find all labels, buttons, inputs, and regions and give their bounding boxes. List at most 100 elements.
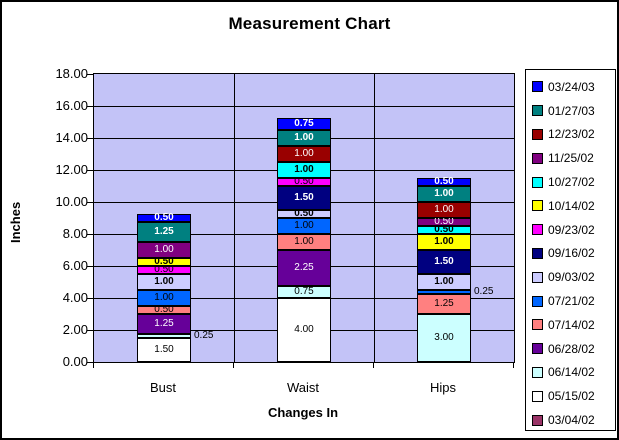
segment-value-label: 0.50: [154, 212, 174, 223]
legend-item[interactable]: 10/14/02: [532, 194, 615, 218]
bar-segment[interactable]: 1.00: [417, 202, 471, 218]
y-tick-label: 8.00: [62, 226, 88, 241]
legend-color-swatch: [532, 200, 543, 212]
legend-label: 09/23/02: [548, 222, 595, 237]
legend-item[interactable]: 09/16/02: [532, 242, 615, 266]
legend-label: 01/27/03: [548, 103, 595, 118]
legend-item[interactable]: 12/23/02: [532, 123, 615, 147]
bar-segment[interactable]: 1.00: [417, 274, 471, 290]
bar-segment[interactable]: 0.50: [137, 264, 191, 275]
legend-label: 09/03/02: [548, 270, 595, 285]
y-tick-mark: [87, 362, 93, 363]
y-tick-mark: [87, 138, 93, 139]
segment-value-label: 0.50: [434, 216, 454, 227]
segment-value-label: 1.00: [294, 132, 314, 143]
bar-segment[interactable]: [137, 334, 191, 338]
segment-value-label: 1.50: [434, 256, 454, 267]
y-tick-mark: [87, 298, 93, 299]
legend-item[interactable]: 09/23/02: [532, 218, 615, 242]
legend-item[interactable]: 07/14/02: [532, 313, 615, 337]
bar-segment[interactable]: 1.00: [417, 234, 471, 250]
bar-segment[interactable]: 1.00: [277, 234, 331, 250]
legend-item[interactable]: 03/04/02: [532, 408, 615, 432]
bar-segment[interactable]: 0.50: [277, 208, 331, 219]
x-tick-mark: [513, 363, 514, 368]
bar-segment[interactable]: 0.75: [277, 286, 331, 298]
bar-segment[interactable]: 1.00: [277, 146, 331, 162]
stacked-bar-bust: 1.50 1.25 0.50 1.00 1.00 0.50 0.50 1.00 1.25 0.50: [137, 74, 191, 362]
legend-item[interactable]: 06/28/02: [532, 337, 615, 361]
legend-item[interactable]: 09/03/02: [532, 265, 615, 289]
legend-item[interactable]: 07/21/02: [532, 289, 615, 313]
segment-value-label: 0.50: [434, 176, 454, 187]
y-tick-label: 12.00: [55, 162, 88, 177]
y-tick-label: 2.00: [62, 322, 88, 337]
bar-segment[interactable]: 1.50: [277, 186, 331, 210]
segment-value-label: 0.50: [154, 264, 174, 275]
bar-segment[interactable]: 1.00: [137, 242, 191, 258]
bar-segment[interactable]: 1.00: [417, 186, 471, 202]
segment-value-label: 0.50: [294, 208, 314, 219]
category-separator: [234, 74, 235, 362]
stacked-bar-waist: 4.00 0.75 2.25 1.00 1.00 0.50 1.50 0.50 1.00 1.00…: [277, 74, 331, 362]
bar-segment[interactable]: 3.00: [417, 314, 471, 362]
segment-value-label: 0.50: [434, 224, 454, 235]
y-tick-mark: [87, 330, 93, 331]
bar-segment[interactable]: 1.25: [417, 294, 471, 314]
bar-segment[interactable]: 0.50: [417, 216, 471, 227]
x-tick-mark: [373, 363, 374, 368]
legend-label: 07/14/02: [548, 317, 595, 332]
legend-item[interactable]: 03/24/03: [532, 75, 615, 99]
bar-segment[interactable]: 1.00: [137, 274, 191, 290]
legend-color-swatch: [532, 247, 543, 259]
legend-label: 10/27/02: [548, 175, 595, 190]
y-tick-label: 0.00: [62, 354, 88, 369]
bar-segment[interactable]: 0.50: [417, 176, 471, 187]
x-category-label: Hips: [429, 380, 456, 395]
category-separator: [374, 74, 375, 362]
bar-segment[interactable]: [417, 290, 471, 294]
y-tick-label: 14.00: [55, 130, 88, 145]
bar-segment[interactable]: 0.50: [277, 177, 331, 187]
bar-segment[interactable]: 1.00: [277, 218, 331, 234]
legend-item[interactable]: 06/14/02: [532, 361, 615, 385]
segment-value-label: 0.50: [154, 256, 174, 267]
legend-item[interactable]: 10/27/02: [532, 170, 615, 194]
x-category-label: Waist: [286, 380, 320, 395]
legend: 03/24/03 01/27/03 12/23/02 11/25/02 10/27/02…: [525, 69, 616, 431]
legend-color-swatch: [532, 81, 543, 93]
legend-color-swatch: [532, 390, 543, 402]
legend-color-swatch: [532, 271, 543, 283]
legend-item[interactable]: 01/27/03: [532, 99, 615, 123]
legend-item[interactable]: 05/15/02: [532, 384, 615, 408]
segment-value-label: 1.00: [294, 164, 314, 175]
x-tick-mark: [93, 363, 94, 368]
legend-label: 06/28/02: [548, 341, 595, 356]
legend-color-swatch: [532, 176, 543, 188]
bar-segment[interactable]: 0.50: [417, 224, 471, 235]
legend-color-swatch: [532, 343, 543, 355]
legend-item[interactable]: 11/25/02: [532, 146, 615, 170]
bar-segment[interactable]: 0.75: [277, 118, 331, 130]
bar-segment[interactable]: 0.50: [137, 212, 191, 223]
bar-segment[interactable]: 1.00: [277, 130, 331, 146]
bar-segment[interactable]: 1.50: [417, 250, 471, 274]
bar-segment[interactable]: 4.00: [277, 298, 331, 362]
bar-segment[interactable]: 2.25: [277, 250, 331, 286]
y-axis-title: Inches: [8, 201, 23, 243]
segment-value-label: 1.00: [434, 276, 454, 287]
bar-segment[interactable]: 1.00: [277, 162, 331, 178]
segment-value-label: 1.00: [154, 276, 174, 287]
y-tick-mark: [87, 234, 93, 235]
bar-segment[interactable]: 1.00: [137, 290, 191, 306]
bar-segment[interactable]: 1.25: [137, 314, 191, 334]
chart-title: Measurement Chart: [228, 14, 391, 33]
y-tick-mark: [87, 202, 93, 203]
bar-segment[interactable]: 1.25: [137, 222, 191, 242]
segment-value-label: 1.00: [294, 148, 314, 159]
bar-segment[interactable]: 0.50: [137, 256, 191, 267]
bar-segment[interactable]: 1.50: [137, 338, 191, 362]
legend-label: 12/23/02: [548, 127, 595, 142]
bar-segment[interactable]: 0.50: [137, 305, 191, 315]
legend-color-swatch: [532, 366, 543, 378]
